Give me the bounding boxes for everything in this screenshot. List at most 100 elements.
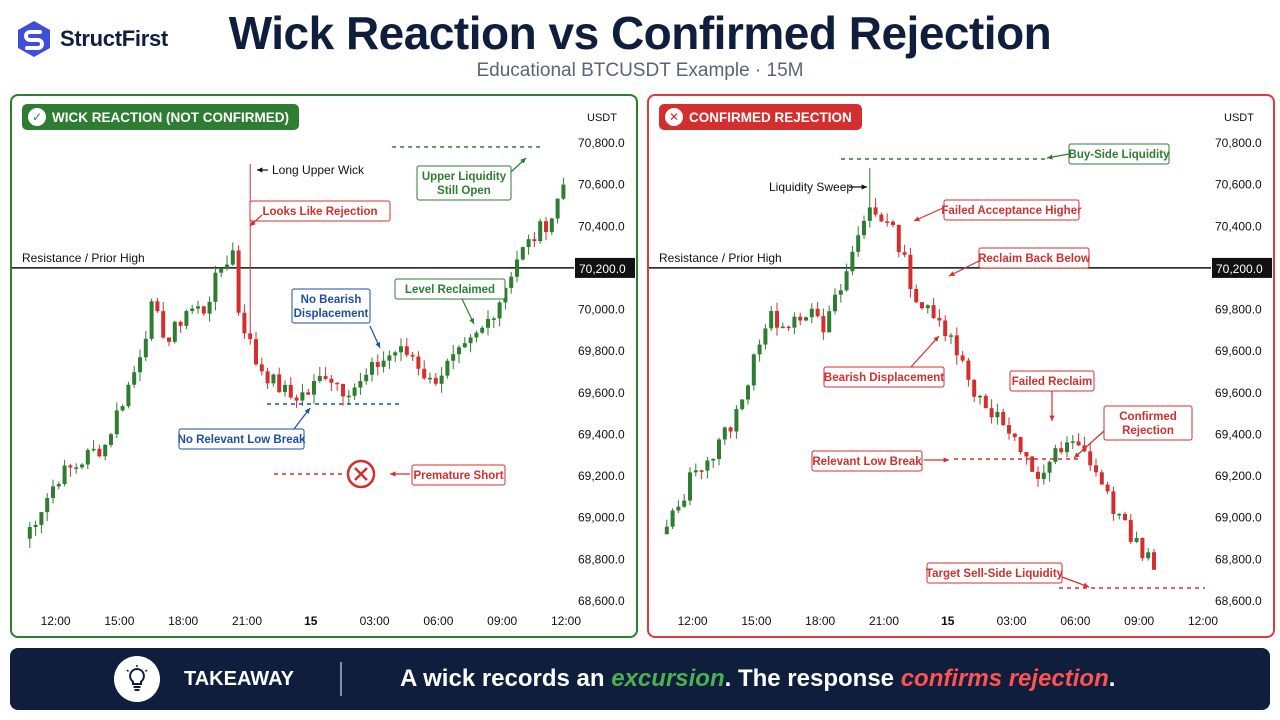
- reclaim-back-below-text: Reclaim Back Below: [978, 253, 1090, 265]
- upper-liquidity-still-open-text: Upper Liquidity: [422, 171, 507, 183]
- y-tick-label: 68,800.0: [1215, 552, 1262, 566]
- candle-body: [271, 374, 276, 384]
- y-tick-label: 69,400.0: [1215, 427, 1262, 441]
- candle-body: [763, 328, 768, 345]
- y-tick-label: 70,800.0: [1215, 136, 1262, 150]
- upper-liquidity-still-open-box: [416, 165, 512, 201]
- resistance-value-label: 70,200.0: [1216, 262, 1263, 276]
- candle-body: [664, 526, 669, 535]
- annotation-arrowhead: [943, 457, 949, 463]
- candle-body: [497, 302, 502, 319]
- candle-body: [549, 218, 554, 233]
- annotation-arrowhead: [914, 216, 920, 222]
- candle-body: [294, 397, 299, 401]
- x-tick-label: 21:00: [232, 614, 262, 628]
- candle-body: [995, 411, 1000, 418]
- confirmed-rejection-panel: USDT 70,800.0 70,600.0 70,400.0 69,800.0 69,6…: [647, 94, 1275, 638]
- annotation-arrow: [910, 335, 940, 368]
- upper-liquidity-still-open-text: Still Open: [437, 185, 491, 197]
- x-tick-label: 18:00: [805, 614, 835, 628]
- candle-body: [792, 316, 797, 328]
- candle-body: [879, 214, 884, 222]
- candle-body: [329, 378, 334, 383]
- candle-body: [381, 360, 386, 367]
- confirmed-rejection-badge-label: CONFIRMED REJECTION: [689, 109, 852, 125]
- candle-body: [972, 379, 977, 397]
- candle-body: [480, 327, 485, 333]
- candle-body: [914, 288, 919, 303]
- candle-body: [937, 317, 942, 321]
- candle-body: [838, 290, 843, 295]
- candle-body: [51, 486, 55, 498]
- x-tick-label: 15: [304, 614, 318, 628]
- candle-body: [983, 395, 988, 409]
- candle-body: [433, 377, 438, 384]
- candle-body: [827, 311, 832, 333]
- candle-body: [248, 333, 253, 340]
- long-upper-wick-label: Long Upper Wick: [272, 163, 365, 177]
- no-relevant-low-break-text: No Relevant Low Break: [178, 434, 306, 446]
- failed-reclaim-text: Failed Reclaim: [1012, 376, 1093, 388]
- candle-body: [722, 427, 727, 440]
- wick-reaction-badge-label: WICK REACTION (NOT CONFIRMED): [52, 109, 289, 125]
- candle-body: [259, 364, 264, 372]
- candles: [27, 163, 566, 548]
- candle-body: [1140, 538, 1145, 559]
- candle-body: [468, 337, 473, 344]
- candle-body: [538, 221, 543, 242]
- candle-body: [780, 326, 785, 329]
- annotation-arrowhead: [469, 318, 475, 324]
- candle-body: [693, 470, 698, 473]
- candle-body: [815, 308, 820, 317]
- reclaim-back-below-box: [978, 247, 1090, 269]
- x-tick-label: 18:00: [168, 614, 198, 628]
- looks-like-rejection: Looks Like Rejection: [249, 200, 391, 222]
- candle-body: [74, 467, 79, 469]
- candle-body: [85, 450, 90, 465]
- candle-body: [428, 377, 432, 380]
- y-tick-label: 69,200.0: [578, 469, 625, 483]
- failed-acceptance-higher-box: [943, 199, 1080, 221]
- annotation-arrowhead: [390, 471, 396, 477]
- candle-body: [167, 337, 171, 342]
- y-tick-label: 69,600.0: [1215, 344, 1262, 358]
- candle-body: [1007, 425, 1011, 434]
- candle-body: [161, 311, 166, 338]
- annotation-arrow: [948, 260, 980, 277]
- takeaway-divider: [340, 662, 343, 696]
- candle-body: [474, 332, 479, 338]
- candle-body: [236, 250, 241, 313]
- candle-body: [978, 395, 982, 398]
- y-tick-label: 69,000.0: [578, 511, 625, 525]
- confirmed-rejection-badge: ✕ CONFIRMED REJECTION: [659, 104, 862, 130]
- candle-body: [451, 354, 456, 361]
- candle-body: [960, 355, 965, 361]
- candle-body: [856, 235, 861, 252]
- y-tick-label: 69,000.0: [1215, 511, 1262, 525]
- failed-acceptance-higher: Failed Acceptance Higher: [941, 199, 1082, 221]
- candle-body: [555, 198, 560, 219]
- candle-body: [445, 360, 450, 376]
- candle-body: [728, 427, 733, 432]
- takeaway-label: TAKEAWAY: [184, 667, 295, 690]
- takeaway-part2: . The response: [724, 665, 901, 692]
- candle-body: [1024, 452, 1029, 457]
- candle-body: [201, 306, 206, 314]
- candle-body: [705, 460, 710, 471]
- wick-reaction-badge: ✓ WICK REACTION (NOT CONFIRMED): [22, 104, 299, 130]
- candle-body: [317, 376, 322, 382]
- relevant-low-break-text: Relevant Low Break: [812, 456, 922, 468]
- candle-body: [1111, 491, 1116, 514]
- candle-body: [393, 352, 398, 356]
- candle-body: [544, 221, 548, 233]
- level-reclaimed-box: [394, 278, 506, 300]
- reclaim-back-below: Reclaim Back Below: [978, 247, 1090, 269]
- x-tick-label: 12:00: [678, 614, 708, 628]
- candle-body: [1152, 552, 1156, 570]
- candle-body: [1094, 465, 1098, 473]
- annotation-arrowhead: [257, 167, 263, 173]
- candle-body: [775, 311, 779, 328]
- candle-body: [207, 301, 212, 314]
- wick-reaction-chart: USDT 70,800.0 70,600.0 70,400.0 70,000.0 69,8…: [12, 112, 635, 628]
- candle-body: [265, 371, 270, 384]
